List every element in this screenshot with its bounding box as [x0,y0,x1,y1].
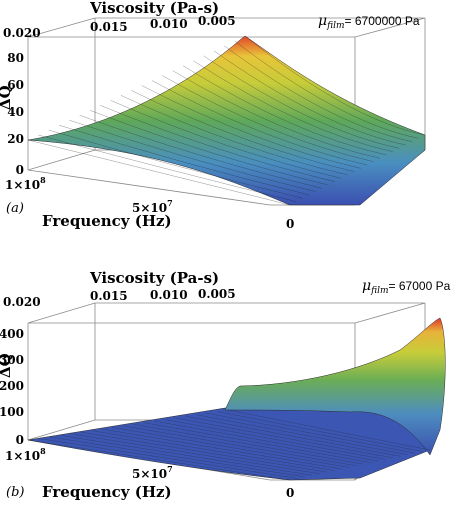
panel-b-mesh-line [80,431,327,473]
panel-b-z-tick: 300 [0,353,24,367]
panel-a-mesh-line [27,139,291,206]
panel-b-freq-ticks: 1×108 5×107 0 [5,446,294,500]
panel-a-mesh-line [162,75,374,162]
panel-b-mesh-line [133,424,364,465]
panel-a-mesh-line [213,50,406,146]
panel-b-mesh-line [206,412,416,454]
panel-b-mesh [27,409,431,481]
panel-a-mesh-line [110,100,342,179]
panel-a-z-tick: 60 [7,78,24,92]
panel-a-mesh-line [141,85,361,169]
panel-b-top-axis-label: Viscosity (Pa-s) [89,269,219,287]
panel-a-z-tick: 0 [16,163,24,177]
panel-b-surface-wall [224,317,446,456]
panel-a-mesh-line [69,120,316,192]
panel-b-zlabel: ΔQ [0,353,14,378]
panel-b-mesh-line [175,417,394,459]
panel-a-param-symbol: μfilm= 6700000 Pa [318,13,420,31]
panel-b: μfilm= 67000 Pa Viscosity (Pa-s) 0.020 0… [0,269,451,501]
panel-b-xlabel: Frequency (Hz) [42,483,172,501]
panel-b-mesh-line [227,409,431,451]
panel-b-visc-tick: 0.020 [3,295,41,309]
panel-a-z-tick: 80 [7,51,24,65]
panel-a-mesh-line [224,45,413,142]
panel-a-z-tick: 20 [7,132,24,146]
panel-b-mesh-line [91,430,335,471]
panel-a-freq-ticks: 1×108 5×107 0 [5,175,294,231]
panel-b-mesh-line [59,435,313,476]
panel-a-zlabel: ΔQ [0,85,14,110]
panel-a-mesh-line [151,80,368,166]
panel-b-visc-tick: 0.010 [150,288,188,302]
panel-b-mesh-line [143,422,372,463]
panel-a-mesh-line [38,134,297,202]
panel-a-viscosity-ticks: 0.020 0.015 0.010 0.005 [3,14,236,40]
panel-b-mesh-line [217,411,423,452]
panel-a-mesh-line [131,90,355,172]
panel-a-visc-tick: 0.005 [198,14,236,28]
panel-b-mesh-line [185,416,401,457]
panel-a-mesh [27,35,426,206]
panel-a-mesh-line [58,124,310,196]
panel-b-mesh-line [164,419,386,460]
panel-b-freq-tick: 0 [286,486,294,500]
panel-b-mesh-line [196,414,408,455]
panel-a-xlabel: Frequency (Hz) [42,212,172,230]
panel-b-viscosity-ticks: 0.020 0.015 0.010 0.005 [3,287,236,309]
panel-b-z-ticks: 0 100 200 300 400 [0,327,24,447]
panel-a-visc-tick: 0.020 [3,26,41,40]
panel-b-z-tick: 200 [0,379,24,393]
panel-b-freq-tick: 5×107 [132,464,173,481]
panel-b-mesh-line [27,439,291,481]
panel-b-mesh-line [38,438,298,479]
panel-b-label: (b) [6,485,24,500]
panel-b-mesh-line [122,425,357,466]
panel-a-label: (a) [6,201,24,216]
panel-a-mesh-line [79,115,323,189]
panel-b-z-tick: 400 [0,327,24,341]
panel-a-surface [27,35,426,206]
panel-b-mesh-line [70,433,320,474]
panel-b-freq-tick: 1×108 [5,446,46,463]
panel-a-mesh-line [234,40,419,139]
panel-a-mesh-line [120,95,348,176]
panel-b-param-symbol: μfilm= 67000 Pa [362,278,451,296]
panel-a-mesh-line [182,65,387,156]
panel-a: μfilm= 6700000 Pa Viscosity (Pa-s) 0.020… [0,0,426,231]
panel-b-visc-tick: 0.005 [198,287,236,301]
panel-a-z-ticks: 0 20 40 60 80 [7,51,24,177]
panel-b-mesh-line [112,427,349,468]
panel-a-mesh-line [100,105,336,182]
panel-a-mesh-line [89,110,329,186]
panel-a-freq-tick: 5×107 [132,198,173,215]
panel-a-mesh-line [203,55,400,149]
panel-a-mesh-line [193,60,393,152]
panel-a-freq-tick: 1×108 [5,175,46,192]
panel-b-z-tick: 100 [0,405,24,419]
panel-b-visc-tick: 0.015 [90,289,128,303]
panel-a-visc-tick: 0.015 [90,20,128,34]
panel-a-mesh-line [244,35,426,136]
panel-a-mesh-line [48,129,303,199]
panel-b-mesh-line [49,436,305,478]
panel-a-mesh-line [172,70,381,159]
panel-b-z-tick: 0 [16,433,24,447]
panel-b-mesh-line [154,420,379,462]
panel-a-freq-tick: 0 [286,217,294,231]
panel-a-z-tick: 40 [7,105,24,119]
panel-b-mesh-line [101,428,342,470]
panel-a-top-axis-label: Viscosity (Pa-s) [89,0,219,17]
panel-a-visc-tick: 0.010 [150,17,188,31]
